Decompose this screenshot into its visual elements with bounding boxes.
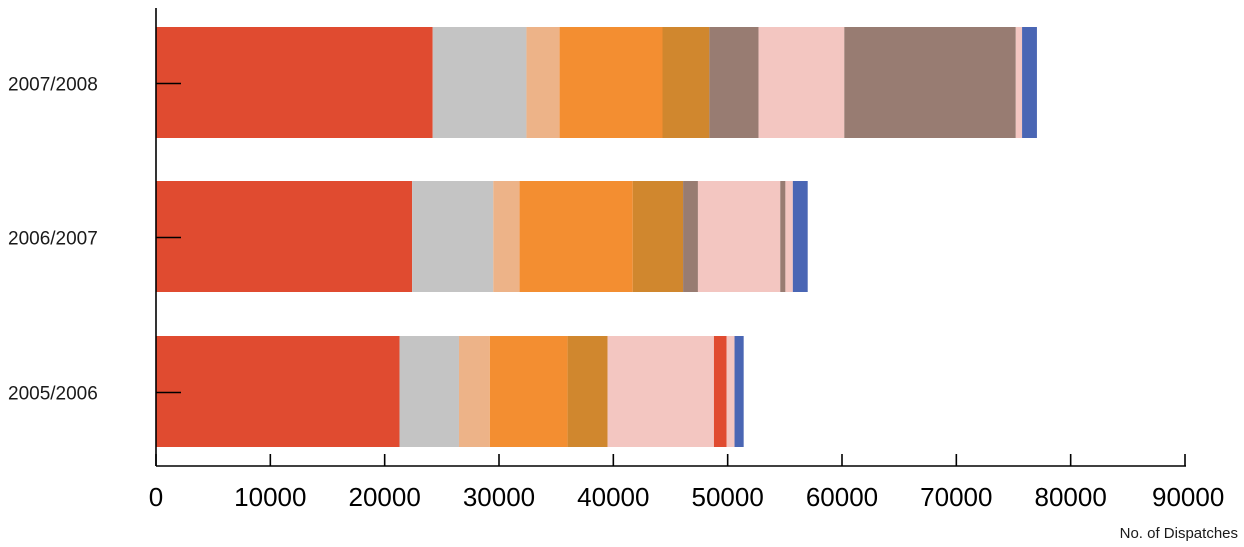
bar-segment [697,181,781,292]
bar-segment [734,336,744,447]
bar-segment [526,27,560,138]
x-tick-label: 90000 [1152,482,1224,512]
bar-segment [399,336,459,447]
bar-segment [156,336,400,447]
bar-segment [567,336,608,447]
bars-group [156,27,1037,447]
bar-segment [780,181,786,292]
bar-segment [156,181,413,292]
bar-segment [458,336,490,447]
bar-segment [1015,27,1023,138]
bar-segment [709,27,759,138]
bar-segment [519,181,633,292]
y-category-label: 2007/2008 [8,75,98,96]
y-category-label: 2006/2007 [8,229,98,250]
bar-segment [683,181,698,292]
x-tick-label: 40000 [577,482,649,512]
bar-segment [792,181,808,292]
x-tick-label: 50000 [692,482,764,512]
bar-segment [489,336,568,447]
bar-segment [713,336,727,447]
x-tick-label: 60000 [806,482,878,512]
bar-segment [1022,27,1037,138]
bar-segment [607,336,714,447]
x-axis-title: No. of Dispatches [1120,525,1238,542]
y-category-label: 2005/2006 [8,384,98,405]
bar-segment [412,181,494,292]
bar-segment [432,27,527,138]
x-tick-label: 30000 [463,482,535,512]
bar-segment [493,181,520,292]
y-labels-group: 2007/2008 2006/2007 2005/2006 [8,75,181,405]
x-tick-label: 0 [149,482,163,512]
x-tick-label: 10000 [234,482,306,512]
x-tick-label: 80000 [1035,482,1107,512]
bar-segment [726,336,735,447]
bar-segment [758,27,845,138]
bar-segment [559,27,663,138]
bar-segment [156,27,433,138]
x-ticks-group: 0 10000 20000 30000 40000 50000 60000 70000 8000… [149,454,1224,512]
bar-segment [632,181,684,292]
x-tick-label: 20000 [349,482,421,512]
x-tick-label: 70000 [920,482,992,512]
bar-segment [785,181,793,292]
bar-segment [844,27,1016,138]
bar-segment [662,27,710,138]
